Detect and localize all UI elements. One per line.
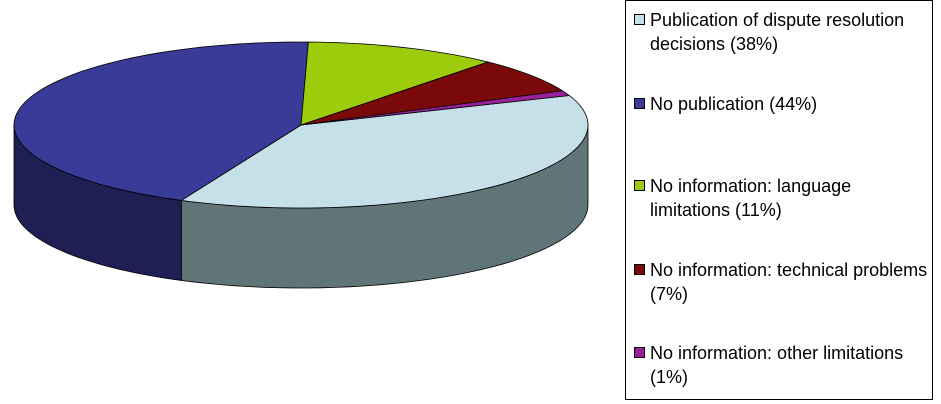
legend-swatch <box>634 14 645 25</box>
slice-no-publication <box>13 41 309 201</box>
legend-swatch <box>634 347 645 358</box>
legend-label: No publication (44%) <box>650 94 818 114</box>
legend-swatch <box>634 98 645 109</box>
legend-label: Publication of dispute resolution decisi… <box>650 10 905 54</box>
legend-swatch <box>634 180 645 191</box>
chart-legend: Publication of dispute resolution decisi… <box>625 0 933 400</box>
slice-no-information-language-limitations <box>300 41 489 126</box>
legend-label: No information: language limitations (11… <box>650 176 852 220</box>
legend-label: No information: technical problems (7%) <box>650 260 928 304</box>
legend-swatch <box>634 264 645 275</box>
slice-publication-of-dispute-resolution-decisions <box>180 95 589 209</box>
slice-no-information-technical-problems <box>300 61 563 126</box>
pie-chart <box>13 41 589 289</box>
slice-no-information-other-limitations <box>300 90 570 126</box>
legend-label: No information: other limitations (1%) <box>650 343 904 387</box>
